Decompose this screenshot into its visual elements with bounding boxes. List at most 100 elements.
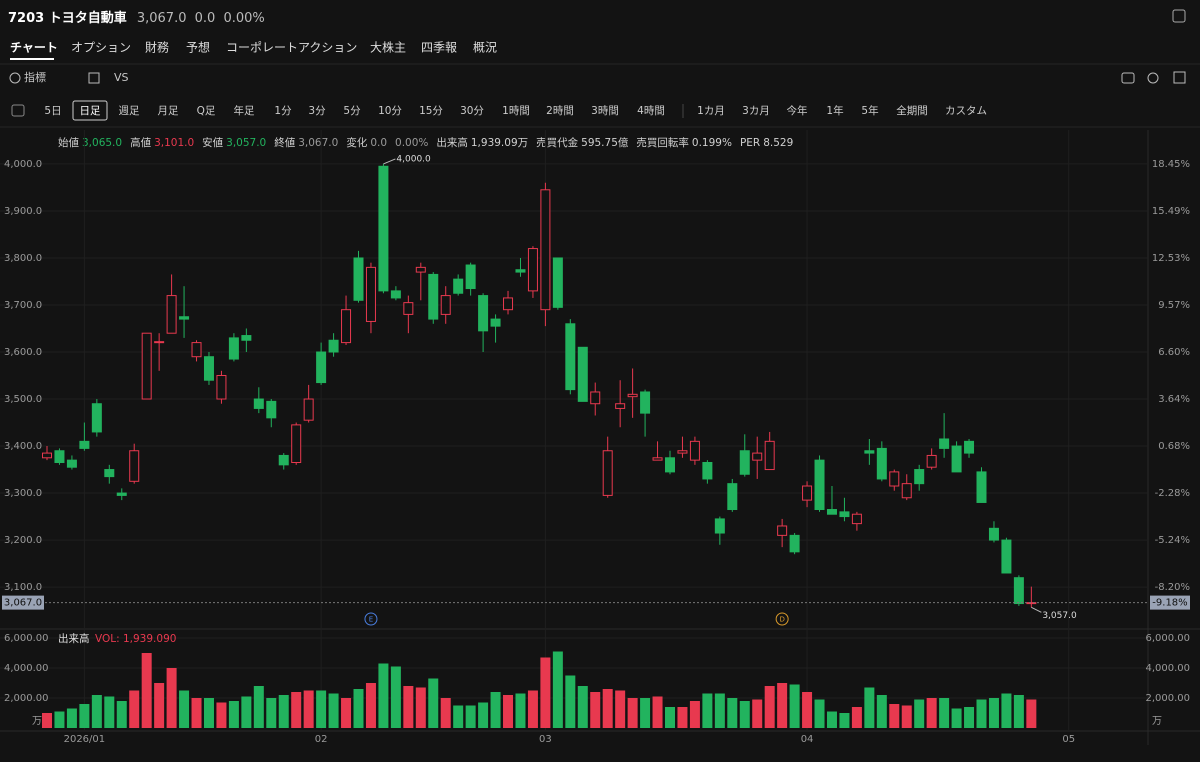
rect-icon[interactable] xyxy=(88,72,100,84)
timeframe[interactable]: 1分 xyxy=(274,105,292,117)
candle-body xyxy=(154,341,165,344)
low-pointer xyxy=(1031,606,1042,613)
timeframe[interactable]: 1年 xyxy=(826,104,843,117)
candle-body xyxy=(702,461,713,480)
timeframe[interactable]: 全期間 xyxy=(896,104,928,117)
volume-bar xyxy=(951,708,962,728)
volume-bar xyxy=(278,695,289,728)
info-label: 売買回転率 xyxy=(636,136,689,149)
event-marker[interactable] xyxy=(775,612,789,626)
candle-body xyxy=(316,351,327,384)
candle-body xyxy=(677,450,688,454)
info-label: 終値 xyxy=(274,136,295,149)
volume-bar xyxy=(241,696,252,728)
y2-tick-label: 18.45% xyxy=(1152,159,1190,170)
timeframe[interactable]: 30分 xyxy=(460,105,484,117)
info-value: 3,101.0 xyxy=(154,137,194,149)
volume-bar xyxy=(141,653,152,728)
info-value: 1,939.09万 xyxy=(471,137,528,149)
y2-tick-label: -5.24% xyxy=(1155,535,1190,546)
volume-bar xyxy=(66,708,77,728)
timeframe[interactable]: 今年 xyxy=(787,104,808,117)
tab[interactable]: オプション xyxy=(71,41,131,55)
candle-body xyxy=(540,189,551,311)
volume-bar xyxy=(926,698,937,728)
volume-bar xyxy=(602,689,613,728)
toolbar-indicator[interactable]: 指標 xyxy=(24,70,46,84)
timeframe[interactable]: 月足 xyxy=(158,105,179,117)
timeframe[interactable]: 3カ月 xyxy=(742,105,770,117)
candle-body xyxy=(764,440,775,471)
tab[interactable]: 概況 xyxy=(473,40,497,55)
volume-bar xyxy=(665,707,675,728)
volume-bar xyxy=(527,690,538,728)
timeframe[interactable]: 年足 xyxy=(234,104,255,117)
timeframe[interactable]: Q足 xyxy=(197,105,216,117)
candle-body xyxy=(577,346,588,402)
tab[interactable]: 財務 xyxy=(145,40,169,55)
candle-body xyxy=(303,398,314,421)
candle-body xyxy=(116,492,127,496)
info-value: 8.529 xyxy=(763,137,793,149)
candle-body xyxy=(415,266,426,273)
volume-bar xyxy=(1001,693,1012,728)
camera-icon[interactable] xyxy=(1121,72,1135,84)
timeframe[interactable]: 3分 xyxy=(308,105,326,117)
collapse-icon[interactable] xyxy=(1172,9,1186,23)
v-tick-label: 2,000.00 xyxy=(4,693,49,704)
tab[interactable]: 四季報 xyxy=(421,41,457,55)
candle-body xyxy=(652,457,663,461)
timeframe[interactable]: 週足 xyxy=(119,105,140,117)
volume-bar xyxy=(714,693,725,728)
timeframe[interactable]: 1時間 xyxy=(502,105,530,117)
volume-bar xyxy=(116,701,127,728)
timeframe-icon[interactable] xyxy=(11,104,25,117)
timeframe[interactable]: 2時間 xyxy=(546,105,574,117)
timeframe[interactable]: 3時間 xyxy=(591,105,619,117)
volume-bar xyxy=(565,675,576,728)
tab[interactable]: 予想 xyxy=(186,40,210,55)
layout-icon[interactable] xyxy=(1173,71,1186,84)
volume-bar xyxy=(540,657,551,728)
volume-bar xyxy=(228,701,239,728)
timeframe[interactable]: 15分 xyxy=(419,105,443,117)
candle-body xyxy=(166,295,177,334)
settings-icon[interactable] xyxy=(1147,72,1159,84)
indicator-icon[interactable] xyxy=(9,72,21,84)
timeframe[interactable]: カスタム xyxy=(945,105,987,117)
candle-body xyxy=(739,450,750,475)
high-annotation: 4,000.0 xyxy=(396,154,431,164)
candle-body xyxy=(216,375,227,400)
volume-bar xyxy=(777,683,788,728)
timeframe[interactable]: 日足 xyxy=(80,105,101,117)
volume-bar xyxy=(54,711,65,728)
info-value: 0.00% xyxy=(395,137,428,149)
volume-bar xyxy=(403,686,414,728)
timeframe[interactable]: 5分 xyxy=(343,105,361,117)
candle-body xyxy=(802,485,813,501)
candle-body xyxy=(839,511,850,518)
v-tick-label-right: 2,000.00 xyxy=(1145,693,1190,704)
candle-body xyxy=(129,450,140,482)
candle-body xyxy=(777,525,788,536)
timeframe[interactable]: 1カ月 xyxy=(697,105,725,117)
candle-body xyxy=(378,165,389,292)
tab[interactable]: チャート xyxy=(10,41,58,55)
tab[interactable]: コーポレートアクション xyxy=(226,41,357,55)
x-tick-label: 03 xyxy=(539,734,552,745)
volume-bar xyxy=(876,695,887,728)
v-tick-label-right: 4,000.00 xyxy=(1145,663,1190,674)
event-marker[interactable] xyxy=(364,612,378,626)
volume-bar xyxy=(577,686,588,728)
timeframe[interactable]: 5日 xyxy=(44,105,61,117)
tab[interactable]: 大株主 xyxy=(370,40,406,55)
volume-bar xyxy=(702,693,713,728)
timeframe[interactable]: 4時間 xyxy=(637,105,665,117)
volume-bar xyxy=(490,692,501,728)
timeframe[interactable]: 10分 xyxy=(378,105,402,117)
candle-body xyxy=(478,295,489,332)
timeframe[interactable]: 5年 xyxy=(861,104,878,117)
toolbar-vs[interactable]: VS xyxy=(114,71,129,84)
volume-bar xyxy=(341,698,352,728)
